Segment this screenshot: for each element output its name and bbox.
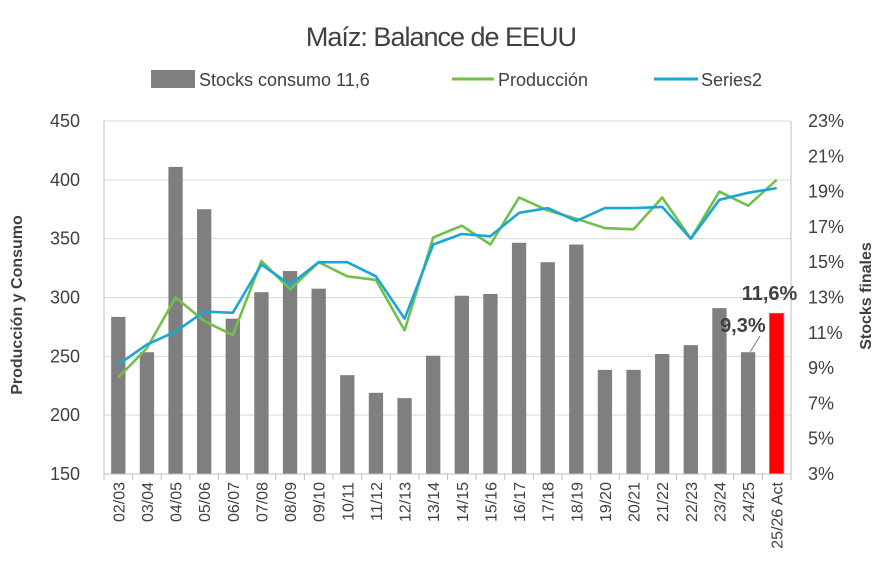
x-axis-ticks: 02/03 03/04 04/05 05/06 06/07 07/08 08/09 09/10… bbox=[111, 481, 786, 548]
x-tick-label: 06/07 bbox=[226, 482, 243, 522]
bar bbox=[368, 392, 384, 474]
legend: Stocks consumo 11,6 Producción Series2 bbox=[151, 70, 762, 90]
x-tick-label: 11/12 bbox=[369, 482, 386, 521]
bar bbox=[769, 312, 785, 475]
x-tick-label: 18/19 bbox=[569, 482, 586, 522]
legend-label-produccion: Producción bbox=[498, 70, 588, 90]
y2-tick-label: 11% bbox=[808, 323, 843, 343]
y-axis-title: Producción y Consumo bbox=[9, 215, 26, 395]
bar bbox=[311, 288, 326, 474]
x-tick-label: 25/26 Act bbox=[770, 481, 787, 548]
x-tick-label: 19/20 bbox=[598, 482, 615, 522]
y-tick-label: 200 bbox=[50, 405, 80, 425]
x-tick-label: 20/21 bbox=[627, 482, 644, 522]
bar bbox=[511, 242, 527, 474]
line-produccion bbox=[117, 178, 778, 379]
bar bbox=[111, 316, 126, 474]
y-tick-label: 450 bbox=[50, 111, 80, 131]
y2-axis-title: Stocks finales bbox=[858, 242, 875, 350]
bar bbox=[340, 375, 355, 474]
y2-tick-label: 5% bbox=[808, 429, 834, 449]
bar bbox=[197, 209, 212, 474]
annotations: 11,6% 9,3% bbox=[720, 283, 798, 353]
bar bbox=[254, 292, 269, 474]
legend-swatch-stocks bbox=[151, 70, 195, 88]
y-tick-label: 150 bbox=[50, 464, 80, 484]
bar bbox=[597, 369, 613, 474]
legend-label-stocks: Stocks consumo 11,6 bbox=[199, 70, 370, 90]
x-tick-label: 24/25 bbox=[741, 482, 758, 522]
x-tick-label: 22/23 bbox=[684, 482, 701, 522]
x-tick-label: 17/18 bbox=[541, 482, 558, 522]
x-tick-label: 15/16 bbox=[483, 482, 500, 522]
bar bbox=[655, 353, 670, 474]
bar bbox=[139, 352, 155, 474]
y-axis-ticks: 450 400 350 300 250 200 150 bbox=[50, 111, 80, 484]
y2-tick-label: 21% bbox=[808, 146, 844, 166]
y2-tick-label: 9% bbox=[808, 358, 834, 378]
annotation-current: 11,6% bbox=[742, 283, 798, 305]
x-tick-label: 03/04 bbox=[140, 482, 157, 522]
x-tick-label: 13/14 bbox=[426, 482, 443, 522]
x-tick-label: 21/22 bbox=[655, 482, 672, 522]
y-tick-label: 250 bbox=[50, 346, 80, 366]
series-lines bbox=[117, 178, 778, 379]
bar bbox=[483, 293, 498, 474]
x-tick-label: 02/03 bbox=[111, 482, 128, 522]
y2-tick-label: 7% bbox=[808, 393, 834, 413]
x-tick-label: 12/13 bbox=[398, 482, 415, 522]
bar bbox=[225, 318, 240, 474]
y-tick-label: 350 bbox=[50, 229, 80, 249]
y2-tick-label: 17% bbox=[808, 217, 844, 237]
y-tick-label: 400 bbox=[50, 170, 80, 190]
y2-tick-label: 13% bbox=[808, 288, 844, 308]
y2-tick-label: 3% bbox=[808, 464, 834, 484]
annotation-leader bbox=[749, 335, 761, 353]
x-tick-label: 08/09 bbox=[283, 482, 300, 522]
x-tick-label: 16/17 bbox=[512, 482, 529, 522]
y2-tick-label: 15% bbox=[808, 252, 844, 272]
y2-tick-label: 23% bbox=[808, 111, 844, 131]
bar bbox=[540, 262, 555, 474]
bar bbox=[569, 244, 584, 474]
x-tick-label: 04/05 bbox=[169, 482, 186, 522]
bar bbox=[683, 345, 698, 474]
x-tick-label: 10/11 bbox=[340, 482, 357, 521]
bar bbox=[712, 308, 727, 474]
bar bbox=[626, 369, 641, 474]
legend-label-series2: Series2 bbox=[701, 70, 762, 90]
chart-title: Maíz: Balance de EEUU bbox=[306, 22, 576, 52]
bar bbox=[282, 271, 298, 474]
axes bbox=[103, 121, 792, 480]
x-tick-label: 23/24 bbox=[712, 482, 729, 522]
x-tick-label: 09/10 bbox=[312, 482, 329, 522]
y2-tick-label: 19% bbox=[808, 182, 844, 202]
bar bbox=[454, 295, 469, 474]
y-tick-label: 300 bbox=[50, 288, 80, 308]
bar bbox=[168, 166, 183, 474]
x-tick-label: 05/06 bbox=[197, 482, 214, 522]
x-tick-label: 07/08 bbox=[254, 482, 271, 522]
line-series2 bbox=[117, 186, 777, 366]
y2-axis-ticks: 23% 21% 19% 17% 15% 13% 11% 9% 7% 5% 3% bbox=[808, 111, 844, 484]
bar bbox=[740, 352, 756, 474]
bars bbox=[111, 166, 785, 475]
bar bbox=[426, 355, 441, 474]
bar bbox=[397, 398, 412, 474]
x-tick-label: 14/15 bbox=[455, 482, 472, 522]
annotation-previous: 9,3% bbox=[720, 315, 766, 337]
